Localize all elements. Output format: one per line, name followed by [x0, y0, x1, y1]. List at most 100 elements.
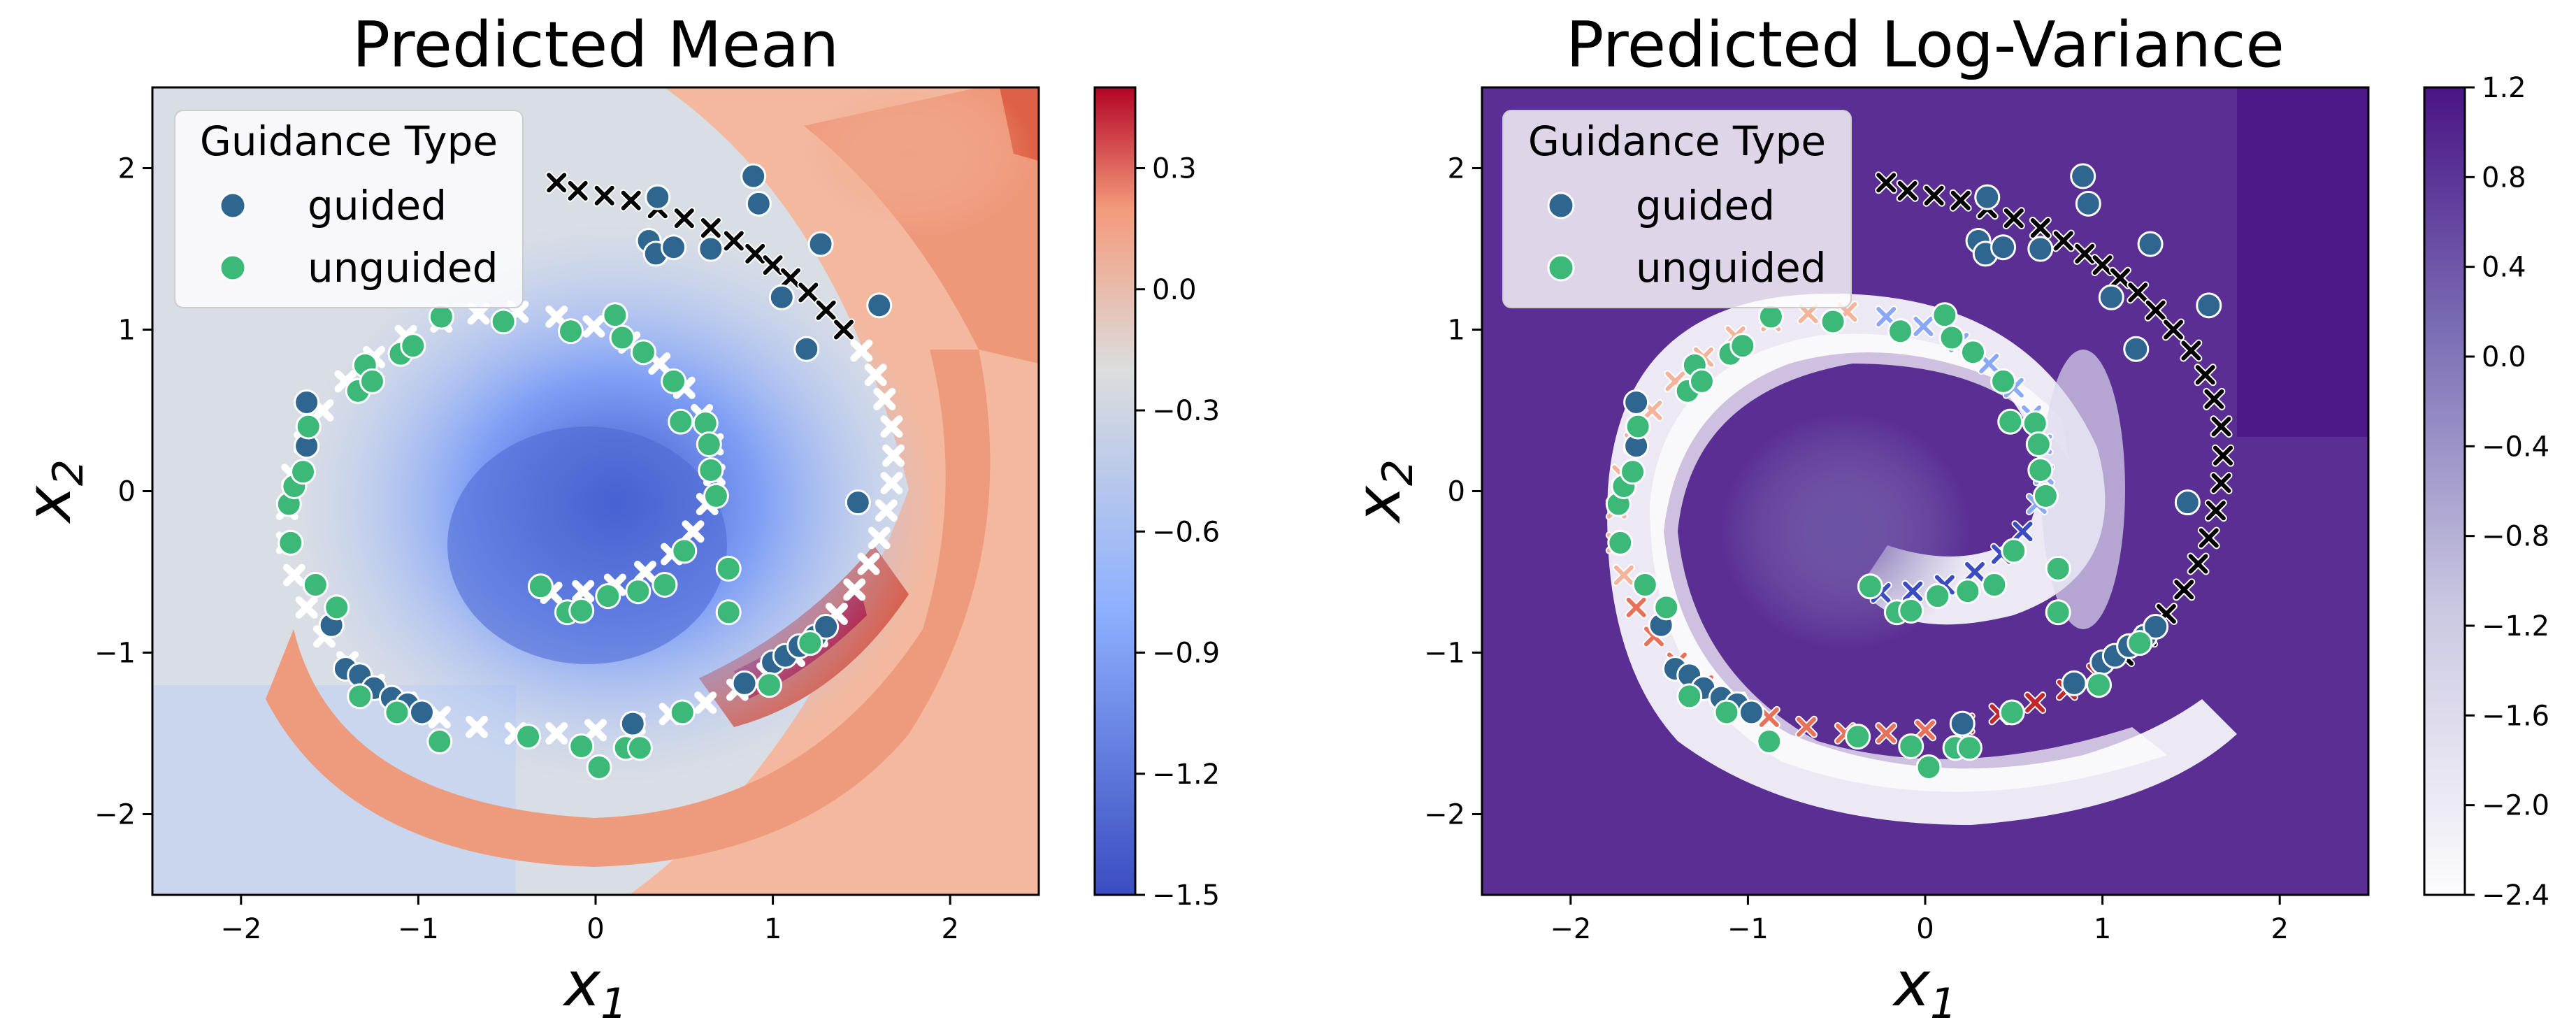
logvar-unguided-point [1931, 302, 1958, 329]
mean-colorbar-label: −0.6 [1152, 516, 1220, 548]
logvar-legend-guided-marker [1547, 192, 1575, 220]
logvar-unguided-point [1676, 683, 1703, 710]
mean-sample-x-marker [882, 444, 905, 467]
logvar-guided-point [1738, 699, 1764, 726]
mean-unguided-point [756, 672, 783, 698]
mean-sample-x-marker [722, 229, 745, 252]
mean-unguided-point [527, 573, 554, 600]
logvar-guided-point [2098, 284, 2124, 310]
logvar-xlabel: x1 [1892, 948, 1957, 1028]
mean-unguided-point [428, 303, 454, 330]
logvar-unguided-point [1653, 594, 1680, 621]
mean-sample-x-marker [634, 561, 657, 583]
logvar-ytick-label: −2 [1424, 799, 1465, 831]
mean-guided-point [844, 489, 871, 516]
mean-unguided-point [669, 699, 696, 726]
mean-colorbar-label: 0.0 [1152, 274, 1197, 306]
mean-xlabel: x1 [562, 948, 627, 1028]
mean-colorbar-label: −1.2 [1152, 759, 1220, 791]
logvar-sample-x-marker [1914, 719, 1936, 742]
mean-guided-point [813, 614, 840, 640]
mean-sample-x-marker [467, 302, 490, 325]
logvar-unguided-point [1887, 318, 1913, 345]
mean-guided-point [807, 231, 834, 257]
mean-unguided-point [302, 571, 329, 598]
logvar-sample-x-marker [1901, 580, 1924, 603]
mean-xtick-label: 1 [764, 913, 782, 945]
logvar-unguided-point [2086, 672, 2113, 698]
logvar-guided-point [2123, 336, 2150, 362]
logvar-ytick-label: −1 [1424, 638, 1465, 670]
logvar-ticks: −2 −1 0 1 2 −2 −1 0 1 2 [1424, 153, 2289, 946]
mean-guided-point [645, 184, 671, 210]
mean-unguided-point [609, 324, 635, 351]
mean-guided-point [408, 699, 435, 726]
logvar-colorbar-label: 0.8 [2482, 161, 2526, 194]
mean-sample-x-marker [744, 242, 767, 265]
mean-sample-x-marker [619, 189, 642, 212]
mean-ytick-label: 0 [118, 476, 136, 508]
logvar-sample-x-marker [1875, 306, 1898, 329]
mean-sample-x-marker [295, 596, 318, 619]
mean-colorbar-label: −1.5 [1152, 879, 1220, 912]
logvar-unguided-point [1820, 308, 1846, 335]
mean-unguided-point [625, 578, 652, 605]
mean-xtick-label: −2 [220, 913, 261, 945]
mean-sample-x-marker [833, 318, 856, 341]
logvar-colorbar-label: −2.0 [2482, 790, 2549, 822]
mean-sample-x-marker [843, 578, 866, 601]
logvar-unguided-point [1757, 303, 1784, 330]
logvar-unguided-point [2127, 630, 2153, 656]
logvar-sample-x-marker [2197, 526, 2220, 550]
mean-sample-x-marker [873, 387, 896, 410]
mean-legend-guided-label: guided [308, 182, 447, 229]
mean-legend: Guidance Type guided unguided [174, 110, 524, 308]
mean-guided-point [619, 710, 646, 737]
mean-panel: Predicted Mean −2 −1 0 1 2 −2 −1 0 1 2 x1 x2 −1.5… [13, 8, 1220, 1028]
mean-unguided-point [384, 699, 410, 726]
logvar-guided-point [1949, 710, 1976, 737]
mean-unguided-point [661, 368, 687, 394]
logvar-sample-x-marker [2203, 387, 2226, 410]
logvar-guided-point [2061, 670, 2087, 696]
mean-ytick-label: −2 [94, 799, 136, 831]
logvar-colorbar-label: −2.4 [2482, 879, 2549, 912]
mean-markers [275, 163, 905, 781]
mean-unguided-point [324, 594, 350, 621]
logvar-unguided-point [1756, 728, 1783, 755]
mean-unguided-point [715, 555, 742, 582]
mean-guided-point [661, 234, 687, 261]
logvar-sample-x-marker [2194, 364, 2217, 387]
mean-legend-title: Guidance Type [200, 117, 498, 165]
logvar-guided-point [2070, 163, 2096, 189]
logvar-colorbar-label: −1.2 [2482, 610, 2549, 642]
logvar-sample-x-marker [2127, 281, 2150, 304]
logvar-unguided-point [1955, 578, 1981, 605]
mean-legend-guided-marker [219, 192, 247, 220]
logvar-unguided-point [1688, 368, 1715, 394]
logvar-xtick-label: 0 [1916, 913, 1934, 945]
mean-unguided-point [698, 457, 724, 483]
logvar-unguided-point [1997, 408, 2024, 435]
logvar-unguided-point [1915, 754, 1942, 781]
logvar-unguided-point [1959, 339, 1986, 366]
logvar-sample-x-marker [2210, 415, 2233, 438]
mean-ytick-label: 1 [118, 315, 136, 347]
mean-unguided-point [626, 735, 653, 761]
logvar-unguided-point [1632, 571, 1658, 598]
logvar-unguided-point [1607, 529, 1634, 556]
logvar-unguided-point [1981, 571, 2008, 598]
mean-xtick-label: 2 [941, 913, 958, 945]
mean-sample-x-marker [761, 254, 784, 277]
logvar-unguided-point [1729, 333, 1756, 359]
logvar-sample-x-marker [1964, 561, 1987, 583]
logvar-sample-x-marker [2011, 520, 2034, 543]
mean-unguided-point [595, 583, 621, 610]
mean-guided-point [731, 670, 758, 696]
mean-ticks: −2 −1 0 1 2 −2 −1 0 1 2 [94, 153, 959, 946]
mean-sample-x-marker [814, 299, 837, 322]
logvar-colorbar-label: −0.8 [2482, 521, 2549, 553]
logvar-unguided-point [1625, 413, 1651, 440]
mean-sample-x-marker [875, 499, 898, 522]
